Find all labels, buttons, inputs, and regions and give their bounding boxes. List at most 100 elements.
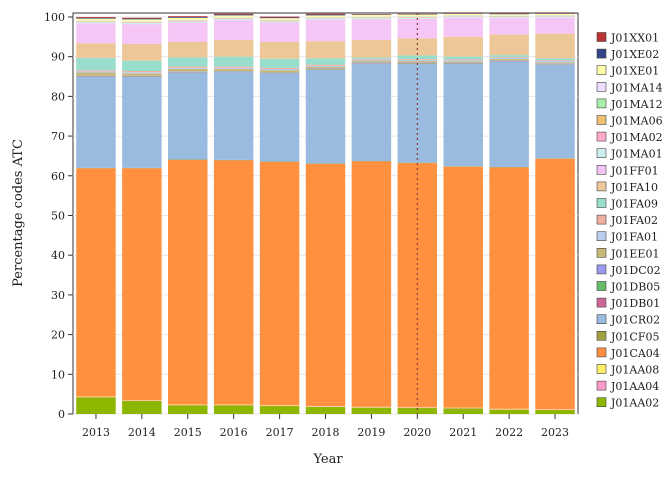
bar-segment-j01aa02-2013 [76,397,115,414]
y-tick-label: 30 [51,289,65,302]
bar-segment-j01ee01-2022 [489,59,528,60]
bar-segment-j01fa09-2022 [489,55,528,57]
legend-swatch [597,33,606,42]
bar-segment-j01fa02-2016 [214,67,253,68]
bar-segment-j01ma01-2021 [443,17,482,18]
bar-segment-j01ee01-2021 [443,61,482,62]
legend-label: J01MA02 [610,131,663,144]
bar-segment-j01ff01-2015 [168,23,207,42]
legend-label: J01DB01 [610,297,660,310]
x-tick-label: 2013 [82,426,110,439]
bar-segment-j01fa01-2013 [76,71,115,72]
bar-segment-j01xe01-2018 [306,15,345,17]
x-tick-label: 2019 [357,426,385,439]
bar-segment-j01cr02-2016 [214,72,253,160]
bar-segment-j01xe02-2014 [122,19,161,20]
bar-segment-j01ma01-2017 [260,21,299,22]
y-tick-label: 80 [51,90,65,103]
bar-segment-j01ff01-2013 [76,23,115,43]
legend-label: J01FA02 [610,214,658,227]
legend-swatch [597,248,606,257]
x-axis-title: Year [312,452,343,467]
bar-segment-j01fa01-2023 [535,61,574,62]
legend-swatch [597,132,606,141]
bar-segment-j01fa09-2019 [352,57,391,58]
bar-segment-j01cr02-2014 [122,77,161,168]
legend-label: J01XE02 [610,48,659,61]
bar-segment-j01fa10-2017 [260,42,299,59]
bar-segment-j01ca04-2013 [76,168,115,396]
legend-swatch [597,265,606,274]
y-tick-label: 60 [51,170,65,183]
bar-segment-j01fa01-2020 [398,60,437,61]
bar-segment-j01ee01-2023 [535,62,574,63]
bar-segment-j01fa02-2018 [306,65,345,66]
bar-segment-j01xx01-2018 [306,14,345,15]
legend-label: J01FA01 [610,231,658,244]
x-tick-label: 2014 [128,426,156,439]
y-tick-label: 20 [51,329,65,342]
bar-segment-j01fa10-2021 [443,37,482,57]
legend-label: J01CR02 [610,314,660,327]
bar-segment-j01fa09-2017 [260,59,299,68]
x-tick-label: 2017 [266,426,294,439]
y-tick-label: 40 [51,249,65,262]
bar-segment-j01cr02-2022 [489,61,528,167]
legend-label: J01XE01 [610,65,659,78]
bar-segment-j01fa02-2014 [122,71,161,72]
bar-segment-j01ca04-2023 [535,159,574,410]
bar-segment-j01ca04-2018 [306,164,345,406]
bar-segment-j01xe01-2014 [122,19,161,21]
bar-segment-j01fa10-2023 [535,34,574,59]
bar-segment-j01fa10-2013 [76,43,115,58]
legend-swatch [597,149,606,158]
legend-swatch [597,365,606,374]
bar-segment-j01ee01-2016 [214,69,253,71]
bar-segment-j01aa02-2019 [352,408,391,414]
bar-segment-j01ff01-2016 [214,20,253,40]
bar-segment-j01ff01-2017 [260,23,299,42]
bar-segment-j01xe02-2017 [260,17,299,18]
bar-segment-j01ff01-2018 [306,20,345,41]
legend-swatch [597,381,606,390]
bar-segment-j01ee01-2019 [352,61,391,63]
bar-segment-j01aa02-2015 [168,405,207,414]
legend-label: J01MA12 [610,98,663,111]
legend-label: J01DC02 [610,264,661,277]
bar-segment-j01fa09-2018 [306,58,345,64]
bar-segment-j01xe01-2019 [352,15,391,17]
bar-segment-j01xe01-2022 [489,14,528,15]
x-tick-label: 2023 [541,426,569,439]
bar-segment-j01fa10-2015 [168,42,207,57]
bar-segment-j01fa10-2019 [352,40,391,57]
legend-swatch [597,116,606,125]
bar-segment-j01ca04-2014 [122,168,161,400]
legend-swatch [597,232,606,241]
bar-segment-j01fa02-2017 [260,68,299,69]
bar-segment-j01aa02-2023 [535,410,574,414]
bar-segment-j01ca04-2016 [214,160,253,404]
bar-segment-j01ma01-2014 [122,23,161,24]
bar-segment-j01fa02-2022 [489,57,528,58]
bar-segment-j01fa09-2023 [535,58,574,60]
bar-segment-j01fa09-2015 [168,57,207,66]
legend-label: J01FF01 [610,164,659,177]
legend-swatch [597,82,606,91]
x-tick-label: 2022 [495,426,523,439]
legend-label: J01CA04 [610,347,660,360]
bar-segment-j01ca04-2017 [260,162,299,405]
y-tick-label: 100 [44,11,65,24]
bar-segment-j01ma01-2013 [76,22,115,23]
bar-segment-j01fa01-2017 [260,69,299,70]
bar-segment-j01aa02-2022 [489,410,528,414]
bar-segment-j01xx01-2015 [168,16,207,17]
bar-segment-j01fa02-2023 [535,60,574,61]
legend-swatch [597,282,606,291]
bar-segment-j01fa10-2020 [398,38,437,55]
bar-segment-j01xx01-2017 [260,17,299,18]
bar-segment-j01xe01-2023 [535,14,574,15]
bar-segment-j01ca04-2022 [489,167,528,408]
y-tick-label: 10 [51,368,65,381]
bar-segment-j01cr02-2013 [76,77,115,168]
bar-segment-j01ca04-2019 [352,161,391,406]
